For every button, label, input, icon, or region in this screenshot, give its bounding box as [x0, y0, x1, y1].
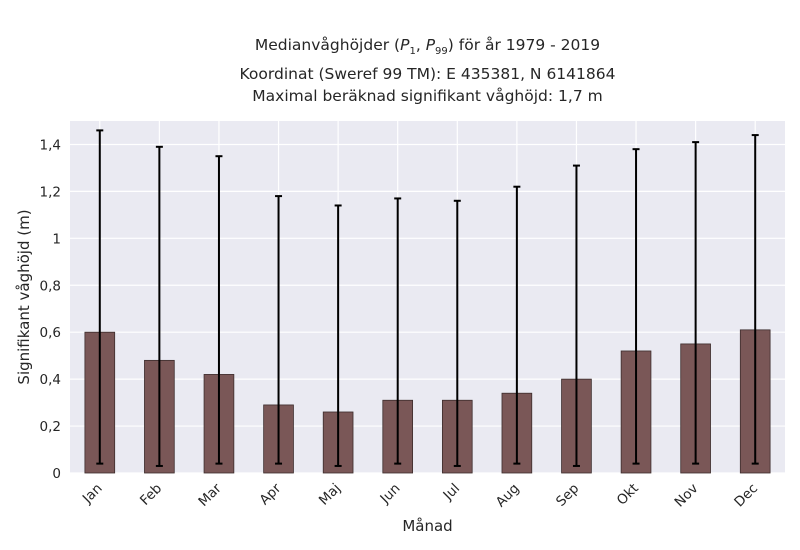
plot-area: [70, 121, 785, 473]
x-tick-label: Apr: [257, 480, 285, 508]
x-tick-label: Jul: [440, 481, 464, 505]
x-tick-label: Maj: [316, 481, 344, 509]
x-tick-label: Okt: [614, 481, 642, 509]
chart-title: Medianvåghöjder (P1, P99) för år 1979 - …: [70, 34, 785, 107]
x-tick-label: Dec: [731, 481, 761, 511]
x-tick-label: Jun: [377, 481, 404, 508]
x-tick-label: Mar: [195, 480, 225, 510]
title-line-3: Maximal beräknad signifikant våghöjd: 1,…: [252, 87, 603, 106]
y-tick-label: 0,4: [40, 372, 61, 388]
y-tick-label: 1,4: [40, 137, 61, 153]
x-tick-label: Aug: [493, 481, 523, 511]
y-tick-label: 1: [52, 231, 61, 247]
x-axis-ticks: Jan Feb Mar Apr Maj Jun Jul Aug Sep Okt Nov Dec: [79, 480, 761, 510]
error-bars: [96, 129, 759, 467]
x-tick-label: Jan: [79, 481, 106, 508]
y-tick-label: 0,6: [40, 325, 61, 341]
x-axis-label: Månad: [402, 517, 452, 535]
y-tick-label: 0,2: [40, 419, 61, 435]
x-tick-label: Sep: [553, 481, 582, 510]
x-tick-label: Feb: [137, 481, 165, 509]
y-axis-label: Signifikant våghöjd (m): [15, 209, 33, 384]
y-tick-label: 0: [52, 466, 61, 482]
y-axis-ticks: 0 0,2 0,4 0,6 0,8 1 1,2 1,4: [40, 137, 61, 482]
title-line-2: Koordinat (Sweref 99 TM): E 435381, N 61…: [239, 65, 616, 84]
y-tick-label: 0,8: [40, 278, 61, 294]
y-tick-label: 1,2: [40, 184, 61, 200]
x-tick-label: Nov: [672, 481, 702, 511]
title-line-1: Medianvåghöjder (P1, P99) för år 1979 - …: [254, 36, 601, 58]
